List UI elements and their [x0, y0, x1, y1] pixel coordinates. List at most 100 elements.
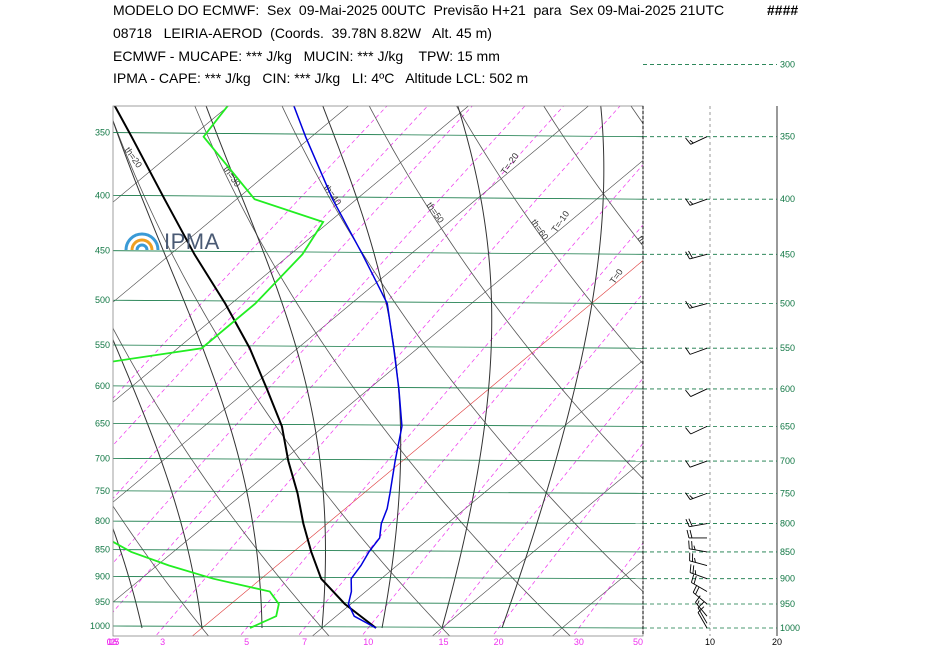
mixing-ratio-tick: 10: [363, 637, 373, 647]
dry-adiabat-line: [194, 106, 571, 636]
mixing-ratio-line: [297, 224, 643, 636]
wind-barb-feather: [689, 564, 692, 573]
isotherm-line: [113, 160, 643, 603]
mixing-ratio-line: [155, 106, 621, 636]
pressure-tick-left: 950: [95, 597, 110, 607]
pressure-tick-right: 300: [780, 60, 795, 70]
header-station: 08718 LEIRIA-AEROD (Coords. 39.78N 8.82W…: [113, 25, 492, 41]
wind-axis-tick: 20: [772, 637, 782, 647]
dry-adiabat-label: th=30: [221, 164, 242, 188]
mixing-ratio-line: [113, 106, 388, 399]
pressure-tick-right: 650: [780, 421, 795, 431]
mixing-ratio-line: [113, 106, 429, 446]
wind-barb: [685, 425, 708, 435]
moist-adiabat-line: [113, 338, 203, 629]
isobar-line: [113, 194, 643, 200]
pressure-tick-left: 450: [95, 246, 110, 256]
dry-adiabat-label: th=40: [322, 183, 343, 207]
pressure-tick-right: 350: [780, 132, 795, 142]
wind-barb-feather: [685, 300, 691, 309]
moist-adiabat-line: [322, 106, 402, 629]
pressure-tick-left: 350: [95, 128, 110, 138]
pressure-tick-right: 1000: [780, 623, 800, 633]
isotherm-line: [191, 260, 643, 636]
pressure-tick-right: 950: [780, 599, 795, 609]
wind-axis-tick: 10: [705, 637, 715, 647]
wind-barb: [686, 529, 707, 539]
isobar-line: [113, 457, 643, 462]
dry-adiabat-line: [113, 327, 330, 636]
moist-adiabat-line: [441, 106, 493, 629]
dry-adiabat-line: [368, 106, 643, 480]
moist-adiabat-line: [0, 0, 82, 628]
isotherm-line: [113, 106, 349, 303]
dry-adiabat-line: [703, 0, 940, 651]
isotherm-line: [113, 106, 469, 403]
isobar-line: [113, 601, 643, 605]
mixing-ratio-tick: 7: [302, 637, 307, 647]
wind-barb-feather: [685, 389, 692, 397]
parcel-profile: [113, 106, 377, 629]
mixing-ratio-line: [572, 542, 643, 636]
wind-barb-feather: [690, 574, 695, 583]
wind-barb-feather: [685, 251, 691, 260]
pressure-tick-left: 800: [95, 516, 110, 526]
temperature-profile: [293, 106, 403, 629]
wind-barb: [689, 552, 708, 566]
wind-barb-feather: [693, 545, 696, 550]
wind-barb-staff: [690, 425, 708, 435]
wind-barb-feather: [685, 137, 692, 145]
pressure-tick-right: 750: [780, 488, 795, 498]
wind-barb: [685, 347, 708, 355]
wind-barb-feather: [693, 575, 697, 585]
wind-barb-feather: [685, 460, 691, 468]
dry-adiabat-label: th=60: [529, 217, 550, 241]
header-ecmwf-indices: ECMWF - MUCAPE: *** J/kg MUCIN: *** J/kg…: [113, 48, 500, 64]
wind-barb: [685, 492, 708, 500]
wind-barb-feather: [686, 529, 690, 539]
wind-barb-feather: [688, 540, 690, 549]
wind-barb-feather: [685, 198, 691, 206]
wind-barb-staff: [697, 612, 708, 629]
pressure-tick-left: 500: [95, 295, 110, 305]
isotherm-line: [311, 360, 643, 636]
wind-barb: [685, 136, 708, 145]
dewpoint-profile: [113, 106, 325, 629]
mixing-ratio-tick: 50: [633, 637, 643, 647]
isotherm-line: [551, 560, 643, 636]
isobar-line: [113, 299, 643, 305]
wind-barb: [685, 198, 708, 206]
wind-barb-feather: [691, 541, 693, 550]
wind-barb-feather: [685, 492, 691, 500]
isobar-line: [113, 423, 643, 427]
wind-barb-feather: [689, 200, 694, 205]
wind-barb: [690, 574, 708, 592]
wind-barb-feather: [692, 565, 695, 574]
pressure-tick-left: 900: [95, 571, 110, 581]
mixing-ratio-tick: 2: [110, 637, 115, 647]
isotherm-line: [0, 0, 445, 651]
mixing-ratio-tick: 0.5: [107, 637, 120, 647]
isobar-line: [113, 625, 643, 629]
wind-barb-staff: [695, 602, 708, 617]
isotherm-label: T=-10: [549, 209, 571, 234]
pressure-tick-left: 850: [95, 545, 110, 555]
ipma-logo-icon: [124, 232, 160, 251]
moist-adiabat-line: [501, 106, 605, 629]
mixing-ratio-line: [239, 164, 643, 636]
pressure-tick-right: 900: [780, 574, 795, 584]
isobar-line: [113, 385, 643, 390]
wind-barb-staff: [697, 607, 708, 624]
wind-barb-feather: [696, 600, 700, 605]
mixing-ratio-line: [113, 106, 473, 499]
mixing-ratio-tick: 5: [244, 637, 249, 647]
wind-barb: [689, 564, 708, 580]
isotherm-line: [113, 106, 229, 203]
wind-barb-feather: [688, 250, 693, 259]
wind-barb-feather: [694, 557, 696, 563]
wind-barb-staff: [689, 460, 708, 468]
mixing-ratio-tick: 1.5: [107, 637, 120, 647]
wind-barb-feather: [685, 427, 692, 435]
wind-barb: [695, 595, 708, 617]
